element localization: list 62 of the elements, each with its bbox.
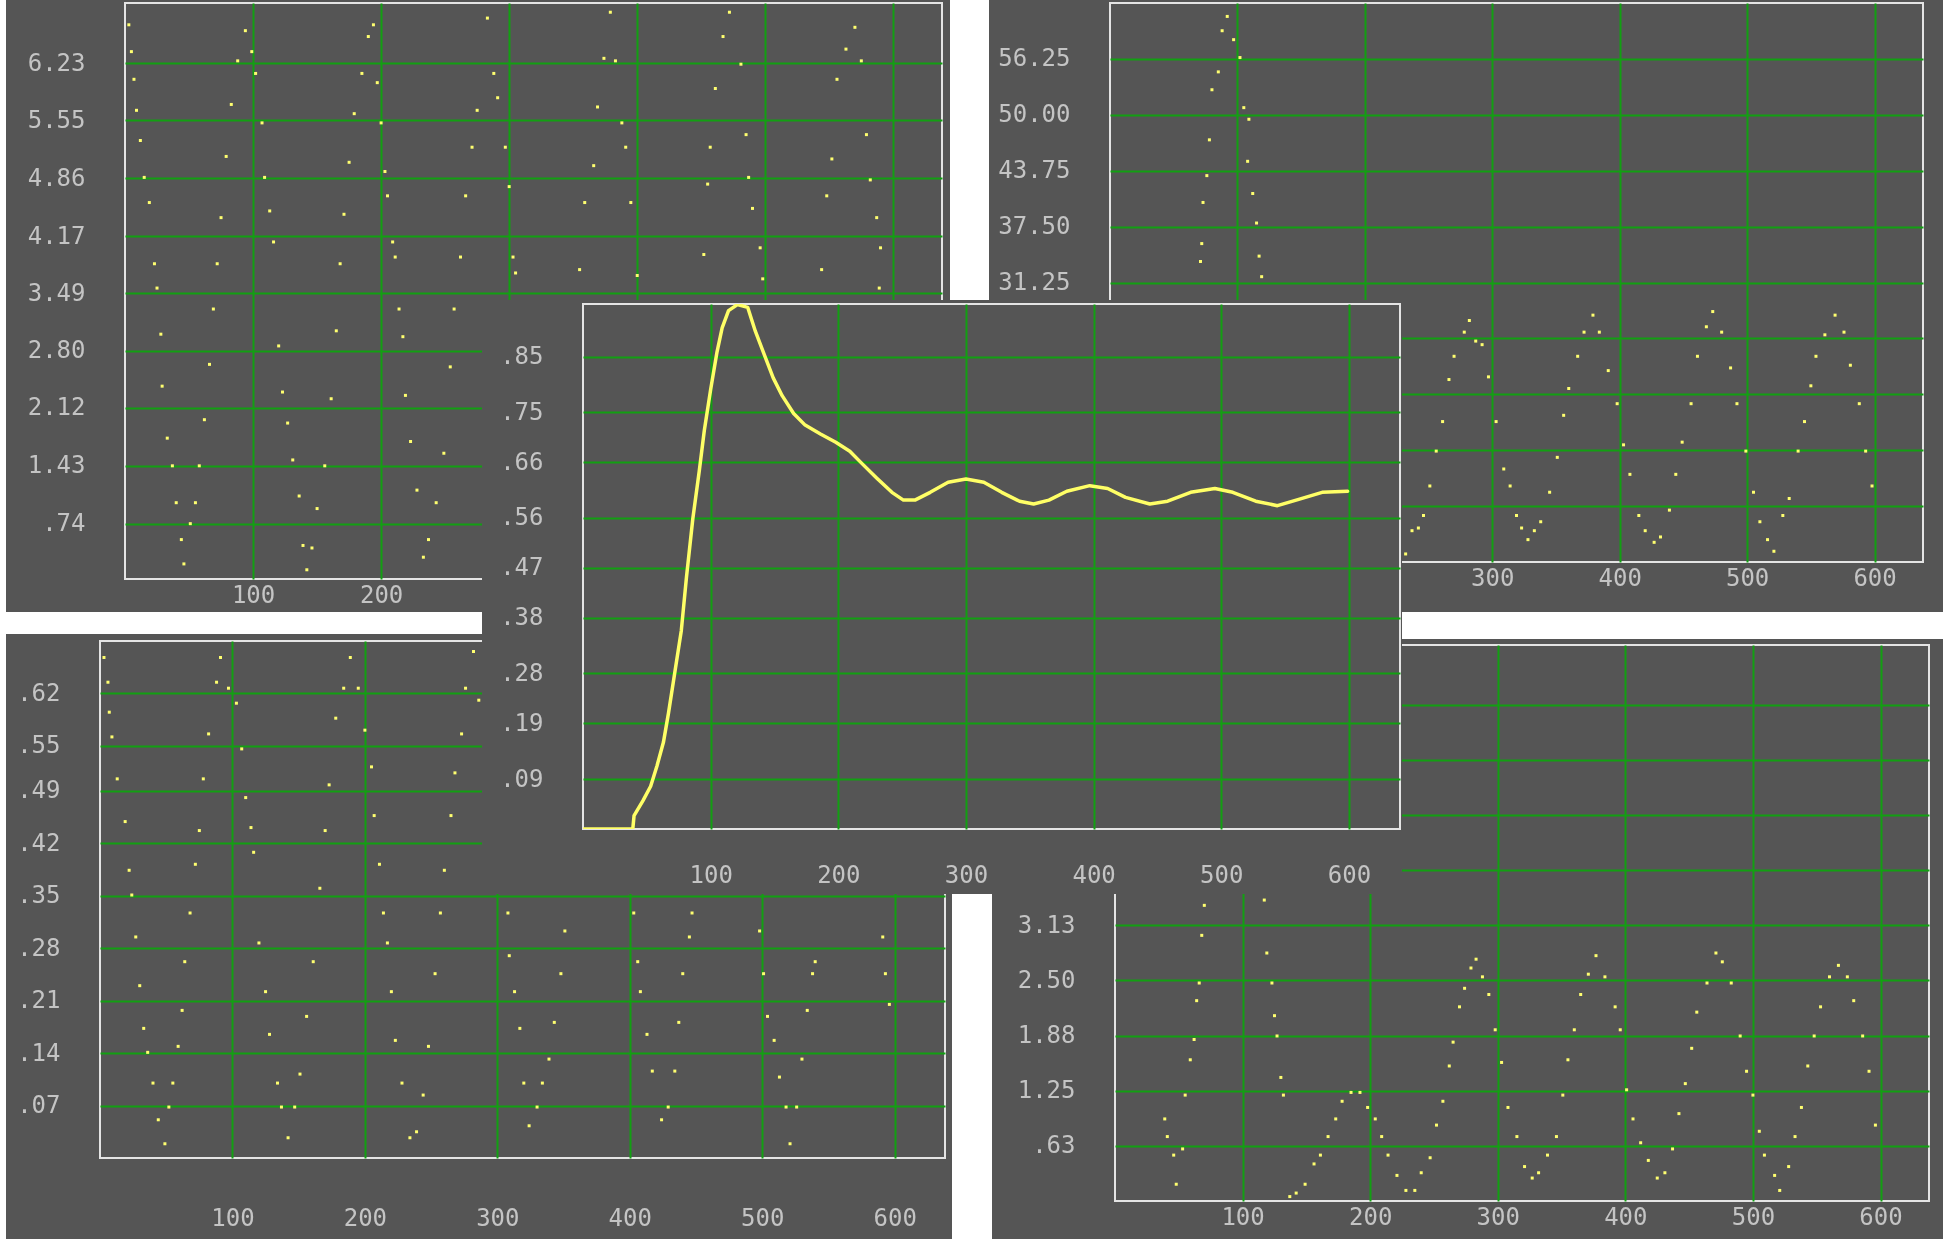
x-tick-label: 200 [1348, 1202, 1393, 1231]
x-tick-label: 100 [689, 860, 733, 889]
y-tick-label: 1.88 [1017, 1021, 1076, 1050]
y-tick-label: .75 [500, 397, 544, 426]
y-tick-label: 50.00 [998, 100, 1071, 129]
y-tick-label: 3.13 [1017, 910, 1076, 939]
y-tick-label: 43.75 [998, 156, 1071, 185]
x-tick-label: 600 [1859, 1202, 1903, 1231]
x-tick-label: 500 [1731, 1202, 1776, 1231]
y-tick-label: .55 [17, 731, 61, 760]
y-tick-label: .09 [500, 764, 544, 793]
x-tick-label: 500 [1200, 860, 1244, 889]
x-tick-label: 400 [1072, 860, 1116, 889]
y-tick-label: .14 [17, 1038, 61, 1067]
y-tick-label: .19 [500, 708, 544, 737]
y-tick-label: .35 [17, 881, 61, 910]
x-tick-label: 300 [944, 860, 989, 889]
x-tick-label: 200 [343, 1203, 388, 1232]
y-tick-label: 1.25 [1017, 1076, 1076, 1105]
x-tick-label: 400 [1598, 563, 1642, 592]
x-tick-label: 600 [873, 1203, 917, 1232]
y-tick-label: 2.50 [1017, 965, 1076, 994]
x-tick-label: 600 [1327, 860, 1372, 889]
x-tick-label: 100 [211, 1203, 255, 1232]
x-tick-label: 200 [359, 580, 404, 609]
y-tick-label: 2.80 [27, 336, 86, 365]
y-tick-label: 31.25 [998, 268, 1071, 296]
y-tick-label: 3.49 [27, 278, 86, 307]
x-tick-label: 600 [1853, 563, 1897, 592]
y-tick-label: .42 [17, 828, 61, 857]
y-tick-label: 1.43 [27, 451, 86, 480]
x-tick-label: 500 [1725, 563, 1770, 592]
x-tick-label: 500 [741, 1203, 785, 1232]
y-tick-label: 6.23 [27, 48, 86, 77]
y-tick-label: .49 [17, 776, 61, 805]
y-tick-label: 56.25 [998, 44, 1071, 73]
y-tick-label: .21 [17, 986, 61, 1015]
y-tick-label: .28 [17, 933, 61, 962]
y-tick-label: .66 [500, 447, 544, 476]
line-series [583, 304, 1350, 829]
y-tick-label: 5.55 [27, 105, 86, 134]
x-tick-label: 200 [817, 860, 861, 889]
y-tick-label: .85 [500, 342, 544, 371]
y-tick-label: .56 [500, 503, 544, 532]
x-tick-label: 300 [476, 1203, 520, 1232]
x-tick-label: 100 [1221, 1202, 1265, 1231]
y-tick-label: .47 [500, 553, 544, 582]
y-tick-label: 2.12 [27, 393, 86, 422]
y-tick-label: 4.17 [27, 221, 86, 250]
y-tick-label: 37.50 [998, 212, 1071, 241]
y-tick-label: .62 [17, 678, 61, 707]
x-tick-label: 300 [1471, 563, 1515, 592]
y-tick-label: .63 [1032, 1131, 1076, 1160]
y-tick-label: 4.86 [27, 163, 86, 192]
x-tick-label: 300 [1476, 1202, 1520, 1231]
x-tick-label: 400 [1604, 1202, 1648, 1231]
y-tick-label: .38 [500, 603, 544, 632]
x-tick-label: 100 [231, 580, 276, 609]
x-tick-label: 400 [608, 1203, 652, 1232]
y-tick-label: .28 [500, 658, 544, 687]
y-tick-label: .74 [42, 509, 86, 538]
y-tick-label: .07 [17, 1091, 61, 1120]
